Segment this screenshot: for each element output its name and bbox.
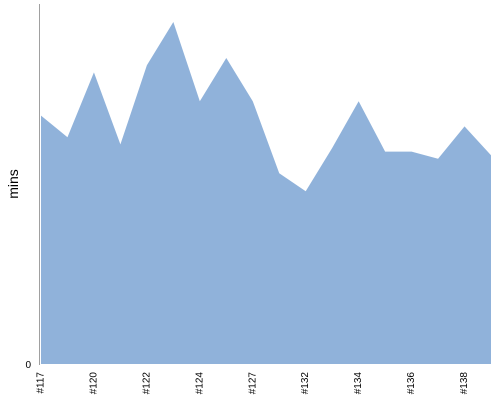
y-axis-label: mins	[5, 169, 21, 199]
x-tick-label: #138	[459, 372, 470, 395]
y-tick-label: 0	[25, 360, 31, 371]
x-tick-label: #124	[194, 372, 205, 395]
x-tick-label: #127	[247, 372, 258, 395]
x-tick-label: #132	[300, 372, 311, 395]
x-tick-label: #117	[36, 372, 47, 394]
x-tick-label: #134	[353, 372, 364, 395]
x-tick-label: #122	[141, 372, 152, 395]
series-area	[41, 22, 491, 364]
x-tick-label: #136	[406, 372, 417, 395]
x-tick-label: #120	[88, 372, 99, 395]
